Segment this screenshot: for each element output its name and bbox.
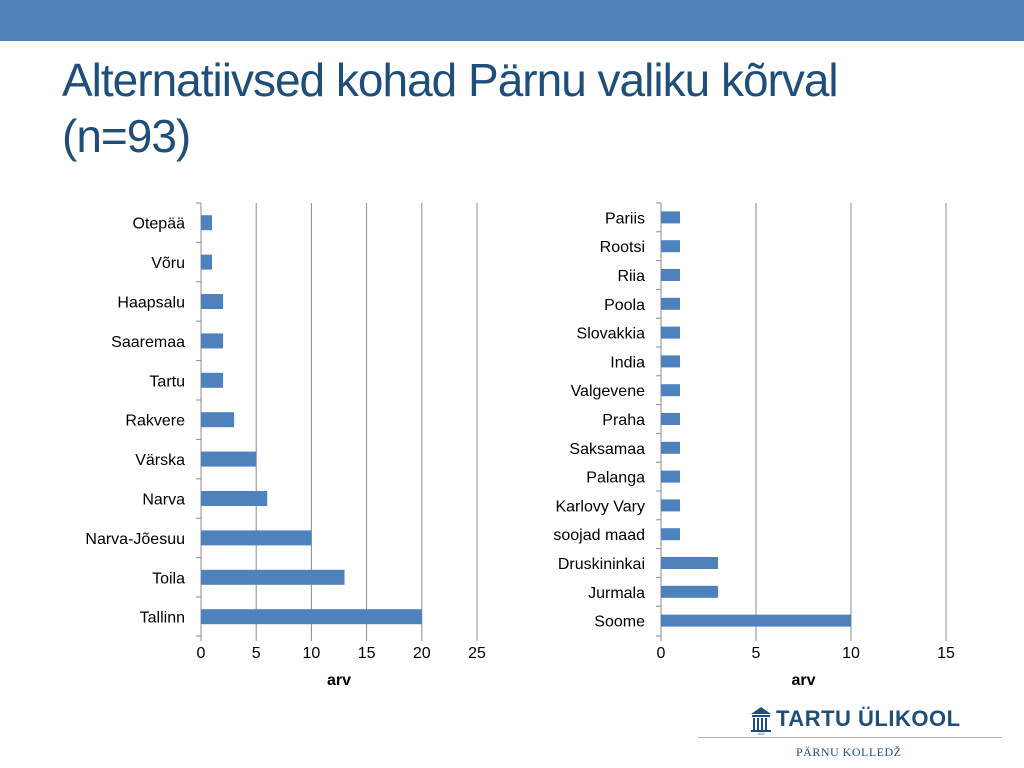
bar	[201, 609, 422, 625]
bar	[201, 451, 257, 467]
category-label: Pariis	[605, 210, 645, 227]
category-label: Jurmala	[588, 585, 645, 602]
bar	[661, 499, 680, 512]
category-label: Tallinn	[140, 610, 185, 627]
bar	[661, 269, 680, 281]
slide-title: Alternatiivsed kohad Pärnu valiku kõrval…	[62, 52, 1002, 164]
bar	[201, 569, 345, 585]
bar	[661, 585, 718, 598]
x-tick-label: 10	[303, 645, 321, 662]
category-label: Praha	[602, 412, 645, 429]
category-label: Rakvere	[125, 413, 185, 430]
category-label: Rootsi	[600, 239, 645, 256]
bar	[661, 240, 680, 253]
slide-title-line1: Alternatiivsed kohad Pärnu valiku kõrval	[62, 54, 839, 106]
x-tick-label: 25	[468, 645, 486, 662]
bar	[201, 372, 224, 388]
x-tick-label: 0	[197, 645, 206, 662]
university-building-icon: 1632	[751, 707, 771, 735]
category-label: Narva-Jõesuu	[85, 531, 185, 548]
bar	[201, 294, 224, 309]
bar	[661, 326, 680, 339]
bar	[661, 470, 680, 483]
category-label: Toila	[152, 570, 185, 587]
category-label: Karlovy Vary	[555, 498, 645, 515]
x-tick-label: 0	[657, 645, 666, 662]
bar	[201, 491, 268, 506]
x-tick-label: 5	[252, 645, 261, 662]
category-label: Druskininkai	[558, 556, 645, 573]
x-tick-label: 20	[413, 645, 431, 662]
category-label: soojad maad	[553, 527, 645, 544]
category-label: India	[610, 354, 645, 371]
bar	[661, 384, 680, 397]
bar	[661, 557, 718, 569]
x-axis-title: arv	[327, 672, 351, 689]
x-tick-label: 15	[358, 645, 376, 662]
x-tick-label: 15	[937, 645, 955, 662]
category-label: Riia	[617, 268, 645, 285]
category-label: Poola	[604, 297, 645, 314]
category-label: Otepää	[133, 216, 186, 233]
slide-title-line2: (n=93)	[62, 110, 191, 162]
bar	[661, 413, 680, 425]
x-tick-label: 5	[752, 645, 761, 662]
top-accent-band	[0, 0, 1024, 41]
category-label: Saaremaa	[111, 334, 185, 351]
bar	[661, 614, 851, 627]
logo-divider	[698, 737, 1002, 738]
university-logo: 1632 TARTU ÜLIKOOL PÄRNU KOLLEDŽ	[698, 700, 1002, 762]
category-label: Valgevene	[571, 383, 646, 400]
bar	[201, 333, 224, 349]
bar	[661, 211, 680, 224]
category-label: Tartu	[149, 373, 185, 390]
category-label: Soome	[594, 614, 645, 631]
x-tick-label: 10	[842, 645, 860, 662]
category-label: Slovakkia	[577, 326, 646, 343]
bar	[201, 530, 312, 546]
category-label: Haapsalu	[117, 295, 185, 312]
x-axis-title: arv	[791, 672, 815, 689]
logo-year: 1632	[757, 732, 764, 735]
bar	[661, 297, 680, 310]
bar	[201, 254, 213, 270]
category-label: Võru	[151, 255, 185, 272]
logo-name: TARTU ÜLIKOOL	[776, 706, 961, 731]
logo-subtitle: PÄRNU KOLLEDŽ	[796, 745, 902, 759]
bar	[201, 215, 213, 231]
category-label: Palanga	[586, 470, 645, 487]
bar	[201, 412, 235, 428]
category-label: Saksamaa	[569, 441, 645, 458]
bar	[661, 441, 680, 454]
bar	[661, 528, 680, 541]
bar	[661, 355, 680, 368]
category-label: Värska	[135, 452, 185, 469]
category-label: Narva	[142, 492, 185, 509]
